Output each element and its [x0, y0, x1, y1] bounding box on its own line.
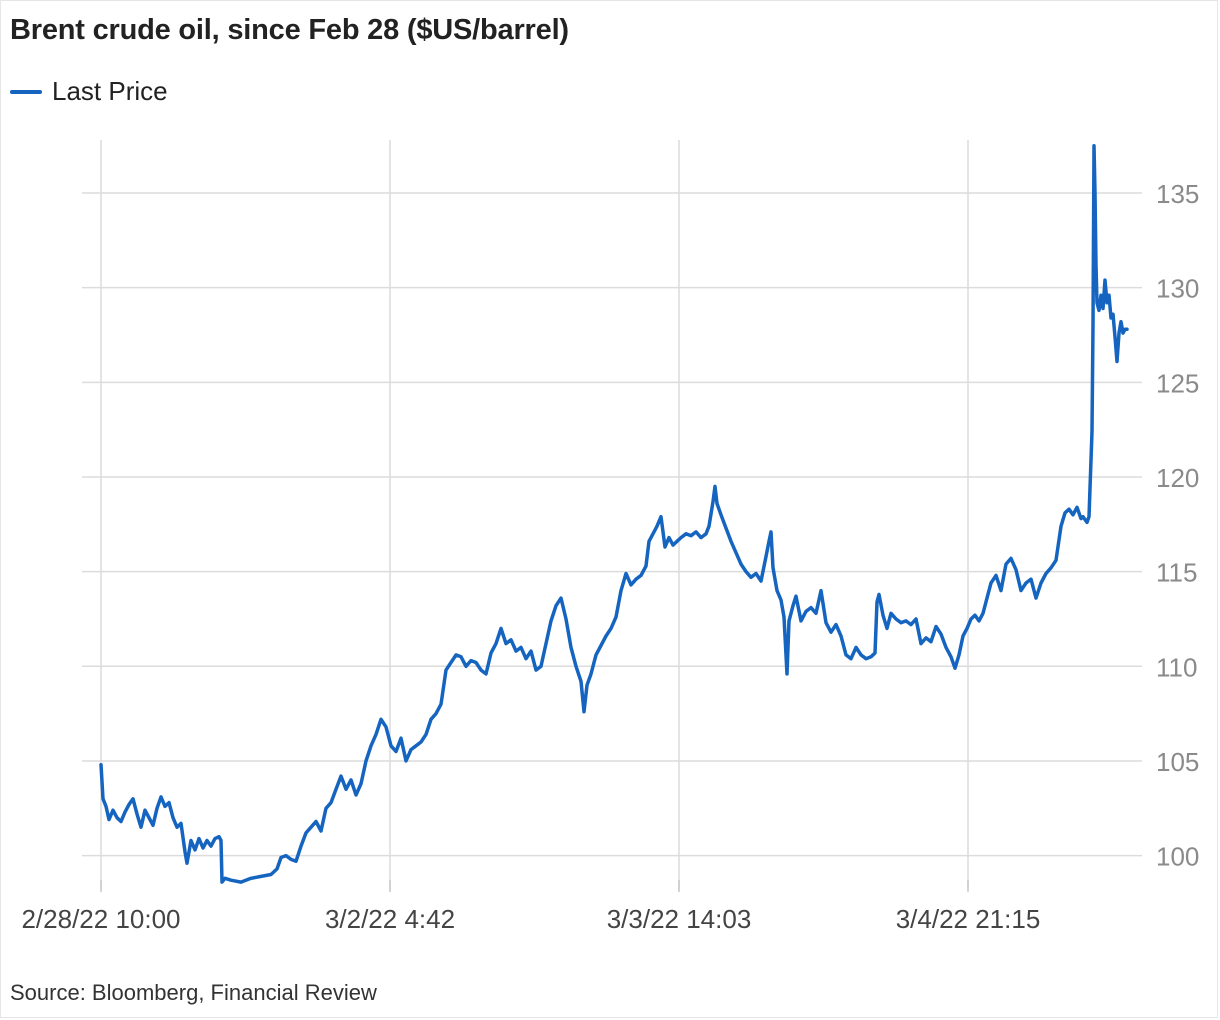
legend-swatch [10, 89, 42, 94]
legend-label: Last Price [52, 76, 168, 106]
y-tick-label: 105 [1156, 747, 1199, 777]
y-tick-label: 115 [1156, 558, 1197, 588]
y-tick-label: 135 [1156, 179, 1199, 209]
source-note: Source: Bloomberg, Financial Review [10, 980, 377, 1005]
series-line-last-price [99, 143, 1129, 884]
legend: Last Price [10, 76, 168, 107]
series-group [99, 143, 1129, 884]
y-tick-label: 100 [1156, 842, 1199, 872]
y-axis: 100 105 110 115 120 125 130 135 [1156, 179, 1199, 872]
x-tick-label: 3/3/22 14:03 [607, 904, 752, 934]
x-axis: 2/28/22 10:00 3/2/22 4:42 3/3/22 14:03 3/4/… [21, 880, 1040, 934]
x-tick-label: 3/2/22 4:42 [325, 904, 455, 934]
chart-title: Brent crude oil, since Feb 28 ($US/barre… [10, 14, 569, 46]
grid [82, 140, 1142, 890]
y-tick-label: 125 [1156, 368, 1199, 398]
x-tick-label: 2/28/22 10:00 [21, 904, 180, 934]
y-tick-label: 110 [1156, 652, 1197, 682]
y-tick-label: 130 [1156, 274, 1199, 304]
x-tick-label: 3/4/22 21:15 [896, 904, 1041, 934]
y-tick-label: 120 [1156, 463, 1199, 493]
